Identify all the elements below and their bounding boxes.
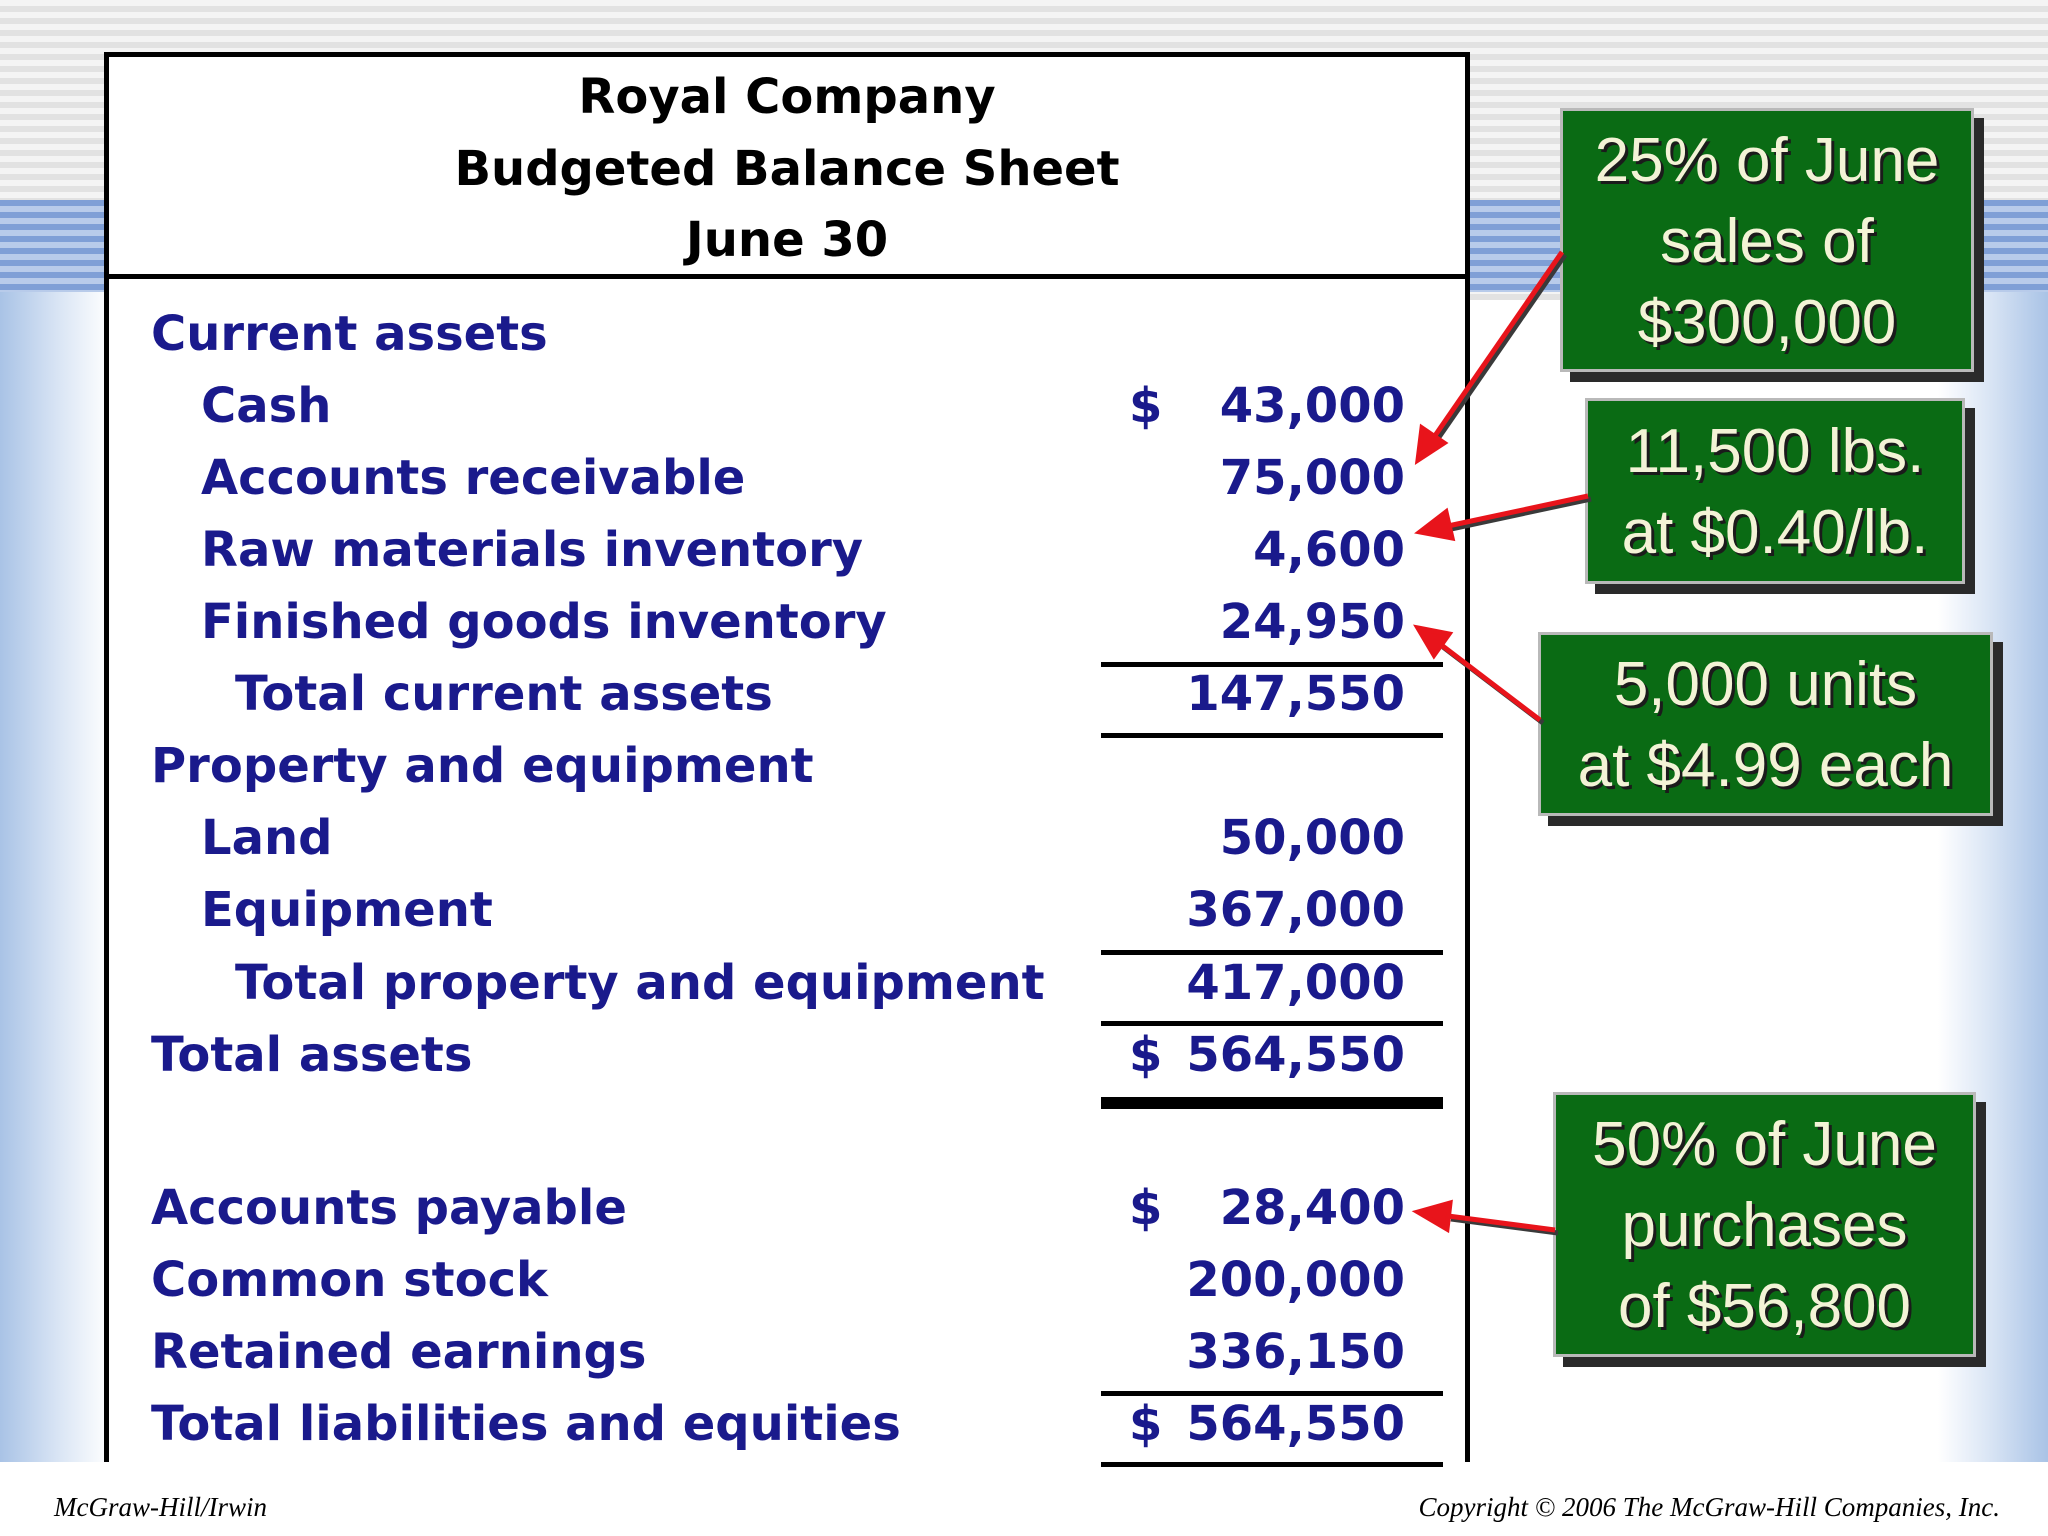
callout-line: at $0.40/lb. xyxy=(1621,498,1929,567)
row-amount: 43,000 xyxy=(1219,378,1405,434)
footer-publisher: McGraw-Hill/Irwin xyxy=(54,1492,267,1522)
company-name: Royal Company xyxy=(578,69,996,125)
row-amount: 564,550 xyxy=(1186,1396,1405,1452)
row-retained-earnings: Retained earnings 336,150 xyxy=(109,1316,1465,1388)
underline-rule xyxy=(1101,950,1443,955)
underline-rule xyxy=(1101,1021,1443,1026)
row-accounts-receivable: Accounts receivable 75,000 xyxy=(109,442,1465,514)
callout-raw-materials: 11,500 lbs. at $0.40/lb. xyxy=(1585,398,1965,584)
row-amount: 336,150 xyxy=(1186,1324,1405,1380)
row-raw-materials: Raw materials inventory 4,600 xyxy=(109,514,1465,586)
row-label: Total property and equipment xyxy=(235,955,1045,1011)
row-cash: Cash $ 43,000 xyxy=(109,370,1465,442)
row-common-stock: Common stock 200,000 xyxy=(109,1244,1465,1316)
sheet-header: Royal Company Budgeted Balance Sheet Jun… xyxy=(109,57,1465,279)
row-amount: 200,000 xyxy=(1186,1252,1405,1308)
double-underline-rule xyxy=(1101,1097,1443,1109)
background-bottom xyxy=(0,1462,2048,1536)
dollar-sign: $ xyxy=(1129,1396,1163,1452)
balance-sheet: Royal Company Budgeted Balance Sheet Jun… xyxy=(104,52,1470,1467)
row-label: Equipment xyxy=(201,882,493,938)
row-label: Accounts payable xyxy=(151,1180,627,1236)
row-total-liabilities-equities: Total liabilities and equities $ 564,550 xyxy=(109,1388,1465,1460)
row-current-assets: Current assets xyxy=(109,298,1465,370)
row-accounts-payable: Accounts payable $ 28,400 xyxy=(109,1172,1465,1244)
row-total-current-assets: Total current assets 147,550 xyxy=(109,658,1465,730)
sheet-date: June 30 xyxy=(685,212,889,268)
callout-line: $300,000 xyxy=(1637,288,1897,357)
row-amount: 24,950 xyxy=(1219,594,1405,650)
row-label: Finished goods inventory xyxy=(201,594,887,650)
callout-line: sales of xyxy=(1660,207,1874,276)
background-left-fade xyxy=(0,292,110,1462)
underline-rule xyxy=(1101,1462,1443,1467)
row-amount: 417,000 xyxy=(1186,955,1405,1011)
callout-payable: 50% of June purchases of $56,800 xyxy=(1553,1092,1976,1357)
row-label: Total assets xyxy=(151,1027,473,1083)
dollar-sign: $ xyxy=(1129,378,1163,434)
callout-finished-goods: 5,000 units at $4.99 each xyxy=(1538,632,1993,816)
underline-rule xyxy=(1101,733,1443,738)
callout-line: 11,500 lbs. xyxy=(1625,417,1925,486)
arrow-shadow xyxy=(1450,496,1592,532)
row-total-property-equipment: Total property and equipment 417,000 xyxy=(109,947,1465,1019)
row-label: Property and equipment xyxy=(151,738,814,794)
callout-line: at $4.99 each xyxy=(1577,731,1954,800)
row-label: Land xyxy=(201,810,333,866)
row-label: Cash xyxy=(201,378,332,434)
row-amount: 4,600 xyxy=(1253,522,1405,578)
callout-line: 5,000 units xyxy=(1613,650,1918,719)
row-label: Retained earnings xyxy=(151,1324,647,1380)
row-label: Common stock xyxy=(151,1252,548,1308)
row-amount: 75,000 xyxy=(1219,450,1405,506)
sheet-title: Budgeted Balance Sheet xyxy=(454,141,1120,197)
row-amount: 367,000 xyxy=(1186,882,1405,938)
dollar-sign: $ xyxy=(1129,1027,1163,1083)
row-amount: 50,000 xyxy=(1219,810,1405,866)
row-equipment: Equipment 367,000 xyxy=(109,874,1465,946)
callout-line: of $56,800 xyxy=(1617,1272,1912,1341)
underline-rule xyxy=(1101,662,1443,667)
dollar-sign: $ xyxy=(1129,1180,1163,1236)
row-amount: 564,550 xyxy=(1186,1027,1405,1083)
row-label: Current assets xyxy=(151,306,548,362)
row-amount: 147,550 xyxy=(1186,666,1405,722)
row-amount: 28,400 xyxy=(1219,1180,1405,1236)
row-label: Accounts receivable xyxy=(201,450,746,506)
row-label: Raw materials inventory xyxy=(201,522,864,578)
footer-copyright: Copyright © 2006 The McGraw-Hill Compani… xyxy=(1418,1492,2000,1522)
callout-receivable: 25% of June sales of $300,000 xyxy=(1560,108,1974,372)
row-finished-goods: Finished goods inventory 24,950 xyxy=(109,586,1465,658)
row-label: Total liabilities and equities xyxy=(151,1396,901,1452)
callout-line: 25% of June xyxy=(1594,126,1940,195)
underline-rule xyxy=(1101,1391,1443,1396)
row-label: Total current assets xyxy=(235,666,773,722)
callout-line: 50% of June xyxy=(1592,1110,1937,1179)
row-land: Land 50,000 xyxy=(109,802,1465,874)
row-property-equipment: Property and equipment xyxy=(109,730,1465,802)
row-total-assets: Total assets $ 564,550 xyxy=(109,1019,1465,1091)
callout-line: purchases xyxy=(1621,1191,1908,1260)
